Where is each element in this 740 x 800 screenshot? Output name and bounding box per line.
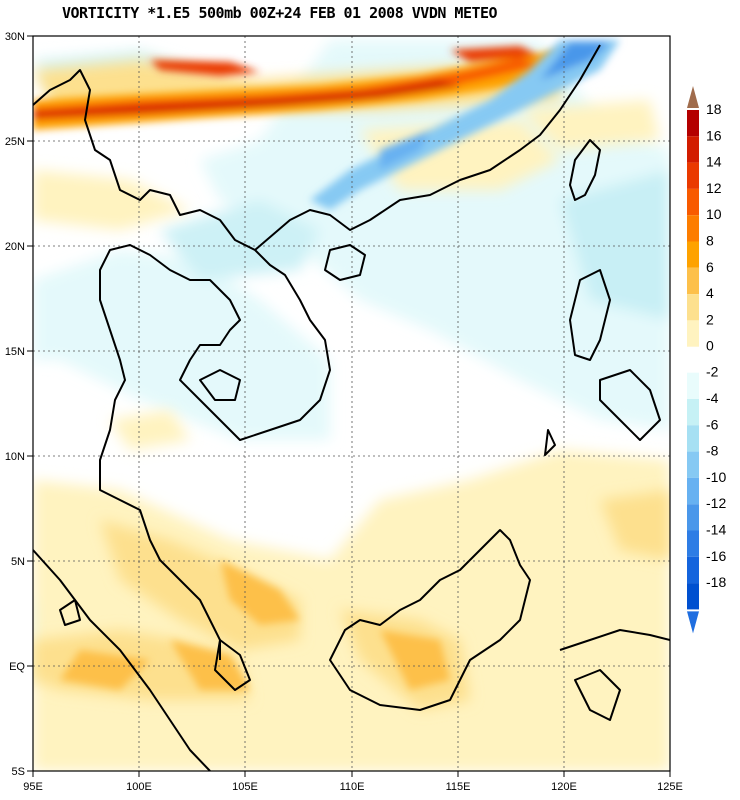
colorbar-swatch [687,136,699,163]
y-tick-label: 20N [5,241,25,253]
x-axis-labels: 95E 100E 105E 110E 115E 120E 125E [23,781,683,793]
colorbar-swatch [687,504,699,531]
colorbar-label: -4 [706,390,719,406]
colorbar-label: -10 [706,469,726,485]
colorbar-swatch [687,451,699,478]
y-axis-labels: 30N 25N 20N 15N 10N 5N EQ 5S [5,31,26,778]
colorbar-label: -16 [706,548,726,564]
colorbar-swatch [687,162,699,189]
colorbar-swatch [687,110,699,137]
colorbar-top-arrow [687,86,699,108]
colorbar-swatch [687,241,699,268]
colorbar-swatches [687,86,699,634]
x-tick-label: 115E [446,781,471,793]
colorbar-labels: 18 16 14 12 10 8 6 4 2 0 -2 -4 -6 -8 -10 -12 -14 -16 -18 [706,101,726,590]
colorbar-swatch [687,530,699,557]
colorbar-swatch [687,294,699,321]
colorbar-label: 14 [706,154,722,170]
map-title: VORTICITY *1.E5 500mb 00Z+24 FEB 01 2008… [62,4,498,22]
colorbar-label: -6 [706,416,719,432]
colorbar-label: -8 [706,443,719,459]
x-tick-label: 100E [126,781,152,793]
colorbar-label: -2 [706,364,719,380]
axis-ticks [27,35,671,777]
colorbar-swatch [687,188,699,216]
y-tick-label: 5N [11,556,25,568]
y-tick-label: EQ [9,661,25,673]
x-tick-label: 95E [23,781,43,793]
colorbar-label: 2 [706,311,714,327]
colorbar-label: 10 [706,206,722,222]
colorbar-swatch [687,215,699,242]
colorbar-label: 18 [706,101,722,117]
colorbar-swatch [687,556,699,584]
y-tick-label: 30N [5,31,25,43]
colorbar-swatch [687,267,699,295]
y-tick-label: 10N [5,451,25,463]
colorbar-label: -12 [706,495,726,511]
colorbar-label: -14 [706,522,726,538]
colorbar-label: 0 [706,338,714,354]
colorbar-label: 4 [706,285,714,301]
y-tick-label: 15N [5,346,25,358]
coastlines [33,44,670,771]
colorbar-label: 6 [706,259,714,275]
colorbar-swatch [687,477,699,505]
colorbar-label: 16 [706,127,722,143]
colorbar-swatch [687,399,699,426]
colorbar-swatch [687,425,699,452]
x-tick-label: 105E [232,781,258,793]
x-tick-label: 110E [340,781,365,793]
colorbar-swatch [687,583,699,610]
colorbar-bottom-arrow [687,611,699,634]
colorbar-label: -18 [706,574,726,590]
y-tick-label: 5S [12,766,25,778]
colorbar: 18 16 14 12 10 8 6 4 2 0 -2 -4 -6 -8 -10 -12 -14 -16 -18 [687,86,726,634]
x-tick-label: 120E [551,781,577,793]
x-tick-label: 125E [657,781,683,793]
colorbar-label: 12 [706,180,722,196]
colorbar-swatch [687,372,699,399]
lat-lon-grid [33,36,670,771]
colorbar-swatch [687,320,699,347]
y-tick-label: 25N [5,136,25,148]
colorbar-label: 8 [706,233,714,249]
